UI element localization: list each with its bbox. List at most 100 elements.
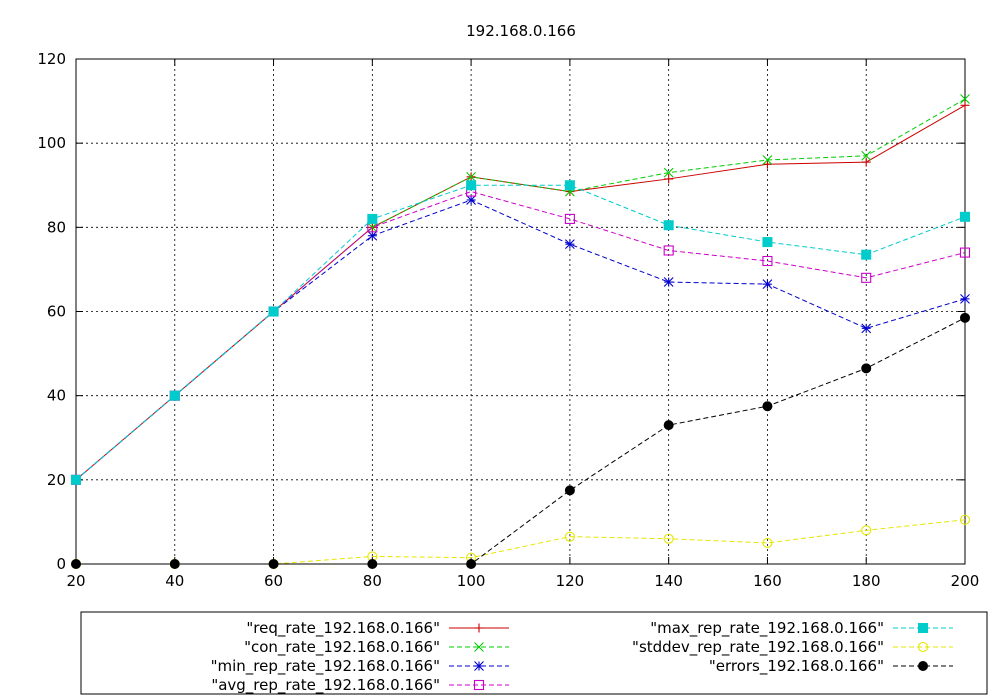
legend-marker xyxy=(917,641,929,653)
data-point xyxy=(663,167,674,178)
marker-shape xyxy=(169,559,180,569)
data-point xyxy=(71,474,81,485)
marker-shape xyxy=(861,363,872,374)
data-point xyxy=(663,277,674,287)
series-5 xyxy=(71,180,970,485)
data-point xyxy=(564,531,575,542)
data-point xyxy=(762,537,773,549)
data-point xyxy=(861,150,872,161)
marker-stroke xyxy=(474,661,484,671)
x-tick-label: 20 xyxy=(66,572,85,590)
y-tick-label: 0 xyxy=(56,555,66,573)
x-tick-label: 40 xyxy=(165,572,184,590)
marker-stroke xyxy=(861,323,872,334)
marker-shape xyxy=(71,474,81,485)
legend-label: "min_rep_rate_192.168.0.166" xyxy=(211,657,440,676)
series-layer xyxy=(70,94,971,570)
data-point xyxy=(663,245,674,256)
legend-entry: "avg_rep_rate_192.168.0.166" xyxy=(211,676,509,695)
marker-shape xyxy=(663,220,674,231)
marker-shape xyxy=(861,525,872,536)
legend-label: "req_rate_192.168.0.166" xyxy=(246,619,440,638)
marker-shape xyxy=(466,559,477,569)
legend-marker xyxy=(918,623,928,633)
legend: "req_rate_192.168.0.166""con_rate_192.16… xyxy=(80,611,988,695)
marker-stroke xyxy=(762,155,773,165)
marker-shape xyxy=(762,537,773,549)
marker-shape xyxy=(762,401,773,412)
marker-shape xyxy=(473,679,485,691)
marker-shape xyxy=(466,180,477,191)
marker-stroke xyxy=(466,171,477,182)
data-point xyxy=(466,195,477,205)
marker-shape xyxy=(564,485,575,496)
series-line xyxy=(75,184,966,481)
marker-stroke xyxy=(474,642,484,652)
marker-shape xyxy=(861,249,872,260)
marker-shape xyxy=(367,213,378,224)
legend-marker xyxy=(474,661,484,671)
marker-stroke xyxy=(861,150,872,161)
y-tick-label: 20 xyxy=(47,471,66,489)
marker-shape xyxy=(71,559,81,569)
marker-shape xyxy=(564,180,575,191)
marker-shape xyxy=(268,559,279,569)
legend-marker xyxy=(474,623,484,633)
x-tick-label: 100 xyxy=(457,572,486,590)
data-point xyxy=(564,180,575,191)
data-point xyxy=(959,514,971,525)
marker-stroke xyxy=(762,279,773,290)
marker-stroke xyxy=(565,239,575,250)
data-point xyxy=(959,247,971,258)
x-tick-label: 80 xyxy=(363,572,382,590)
legend-entry: "stddev_rep_rate_192.168.0.166" xyxy=(632,638,953,657)
x-tick-label: 120 xyxy=(556,572,585,590)
marker-shape xyxy=(918,661,928,671)
data-point xyxy=(861,323,872,334)
data-point xyxy=(762,237,773,248)
legend-label: "stddev_rep_rate_192.168.0.166" xyxy=(632,638,884,657)
y-tick-label: 120 xyxy=(37,50,66,68)
legend-marker xyxy=(473,679,485,691)
marker-shape xyxy=(762,237,773,248)
data-point xyxy=(960,100,970,110)
marker-shape xyxy=(917,641,929,653)
data-point xyxy=(466,559,477,569)
y-tick-label: 100 xyxy=(37,134,66,152)
data-point xyxy=(762,401,773,412)
marker-stroke xyxy=(960,293,970,304)
data-point xyxy=(762,155,773,165)
marker-shape xyxy=(268,306,279,317)
data-point xyxy=(762,279,773,290)
data-point xyxy=(861,525,872,536)
legend-label: "con_rate_192.168.0.166" xyxy=(244,638,440,657)
marker-shape xyxy=(959,514,971,525)
x-tick-label: 60 xyxy=(264,572,283,590)
marker-stroke xyxy=(960,94,970,104)
data-point xyxy=(861,249,872,260)
x-tick-label: 180 xyxy=(852,572,881,590)
series-7 xyxy=(71,312,970,569)
legend-label: "errors_192.168.0.166" xyxy=(709,657,884,676)
data-point xyxy=(960,312,970,323)
marker-shape xyxy=(564,531,575,542)
data-point xyxy=(762,255,773,267)
data-point xyxy=(861,363,872,374)
data-point xyxy=(564,485,575,496)
marker-stroke xyxy=(367,230,378,241)
chart-title: 192.168.0.166 xyxy=(466,22,576,40)
legend-marker xyxy=(474,642,484,652)
marker-shape xyxy=(663,420,674,431)
grid-lines xyxy=(76,59,965,564)
data-point xyxy=(268,306,279,317)
series-line xyxy=(76,317,966,565)
data-point xyxy=(466,180,477,191)
marker-shape xyxy=(960,312,970,323)
marker-shape xyxy=(861,272,872,283)
data-point xyxy=(960,94,970,104)
data-point xyxy=(663,533,674,544)
legend-entry: "req_rate_192.168.0.166" xyxy=(246,619,509,638)
data-point xyxy=(367,213,378,224)
data-point xyxy=(71,559,81,569)
